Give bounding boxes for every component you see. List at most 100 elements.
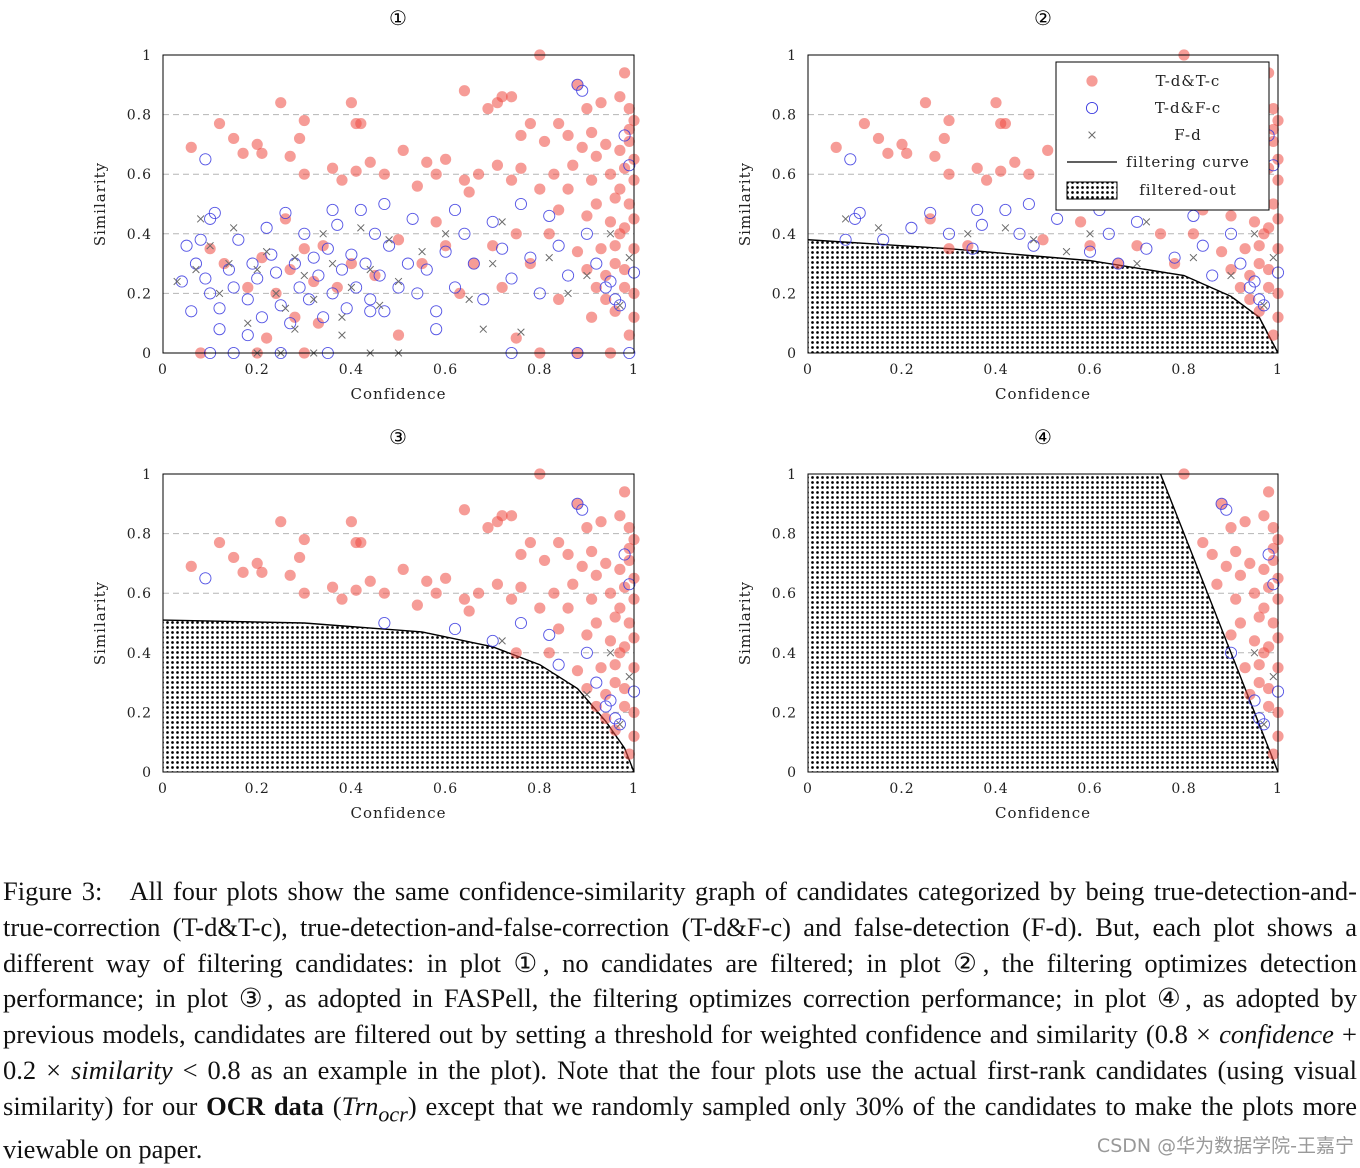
point-tdtc (571, 665, 584, 677)
y-tick-label: 0 (142, 346, 152, 362)
point-tdfc (359, 257, 372, 270)
point-tdtc (510, 647, 522, 659)
point-tdtc (600, 712, 612, 724)
point-tdtc (284, 263, 296, 276)
point-tdtc (586, 545, 598, 558)
point-tdfc (368, 227, 382, 240)
point-tdtc (1225, 522, 1237, 534)
point-tdfc (1267, 578, 1280, 591)
y-tick-label: 1 (787, 467, 797, 483)
point-tdfc (265, 248, 278, 261)
point-tdfc (241, 329, 254, 342)
caption-label: Figure 3: (3, 876, 103, 906)
point-tdtc (454, 287, 466, 299)
point-tdtc (618, 486, 631, 498)
point-tdtc (510, 332, 522, 344)
point-tdtc (336, 174, 348, 186)
point-tdtc (275, 516, 287, 528)
x-tick-label: 1 (1273, 362, 1283, 378)
point-tdtc (1253, 305, 1265, 317)
point-tdtc (482, 103, 494, 115)
point-tdtc (308, 275, 320, 288)
point-tdfc (269, 266, 283, 279)
point-tdtc (284, 569, 296, 581)
point-tdtc (1220, 560, 1232, 572)
point-tdtc (1263, 222, 1275, 234)
point-tdtc (1112, 258, 1124, 270)
point-fd (616, 301, 624, 310)
y-tick-label: 0.4 (772, 227, 797, 243)
y-axis-label: Similarity (91, 581, 109, 665)
point-tdtc (623, 522, 635, 534)
legend-tdtc-label: T-d&T-c (1156, 72, 1221, 90)
point-tdtc (604, 168, 617, 180)
point-tdtc (1239, 243, 1251, 255)
point-fd (215, 289, 224, 298)
point-tdtc (571, 79, 584, 91)
point-tdtc (468, 258, 480, 270)
point-tdtc (1253, 611, 1265, 623)
point-tdtc (1216, 246, 1228, 258)
plot-panel-2: ② 0 0.2 0.4 0.6 0.8 1 0 0.2 0.4 0.6 0.8 1 Confidence S… (736, 6, 1285, 403)
point-tdfc (448, 622, 462, 636)
point-fd (1260, 301, 1268, 310)
y-tick-label: 0.2 (127, 705, 152, 721)
caption-text-4: ( (323, 1090, 342, 1121)
filtered-out-region (808, 474, 1278, 772)
plot-frame (807, 473, 1279, 773)
point-fd (841, 215, 850, 223)
point-tdtc (590, 198, 602, 210)
point-tdfc (255, 311, 268, 324)
point-tdfc (1196, 239, 1209, 252)
point-tdtc (600, 688, 612, 701)
point-tdtc (553, 117, 565, 130)
x-axis-label: Confidence (995, 385, 1091, 403)
point-tdtc (345, 516, 357, 528)
point-fd (964, 230, 972, 238)
point-tdfc (924, 206, 937, 219)
point-tdfc (180, 239, 193, 252)
point-tdtc (590, 569, 602, 581)
point-fd (625, 672, 634, 681)
point-tdtc (623, 103, 635, 115)
point-tdtc (458, 593, 471, 605)
point-fd (517, 328, 525, 336)
point-tdtc (919, 97, 932, 109)
legend: T-d&T-c T-d&F-c F-d filtering curve filtered… (1055, 61, 1270, 211)
point-tdtc (336, 593, 348, 605)
y-axis-label: Similarity (736, 581, 754, 665)
point-tdtc (553, 536, 565, 549)
point-tdtc (1267, 198, 1279, 210)
point-tdfc (1102, 227, 1115, 240)
point-tdtc (581, 522, 593, 534)
point-tdtc (943, 168, 955, 180)
point-tdtc (571, 246, 584, 258)
point-tdfc (199, 572, 212, 585)
point-tdtc (614, 183, 626, 195)
y-tick-label: 0.6 (772, 167, 797, 183)
point-fd (281, 304, 290, 313)
point-tdfc (1248, 275, 1261, 288)
point-tdfc (1220, 503, 1233, 516)
point-tdfc (208, 206, 221, 219)
point-tdfc (321, 242, 334, 255)
point-tdtc (586, 126, 598, 139)
caption-math-trn: Trn (341, 1090, 379, 1121)
point-tdtc (505, 593, 518, 605)
point-fd (606, 230, 615, 238)
point-tdtc (331, 281, 343, 294)
point-tdtc (590, 281, 602, 294)
plot-frame (162, 54, 635, 354)
point-tdfc (618, 548, 631, 561)
point-tdtc (548, 168, 560, 180)
point-tdtc (581, 210, 593, 222)
point-tdtc (623, 329, 635, 341)
point-tdtc (458, 85, 471, 97)
point-tdtc (1023, 168, 1035, 180)
point-tdfc (971, 203, 984, 217)
point-tdtc (487, 240, 499, 252)
point-tdfc (430, 305, 443, 318)
point-tdtc (213, 536, 226, 549)
point-tdtc (858, 117, 871, 130)
point-tdfc (199, 153, 212, 166)
